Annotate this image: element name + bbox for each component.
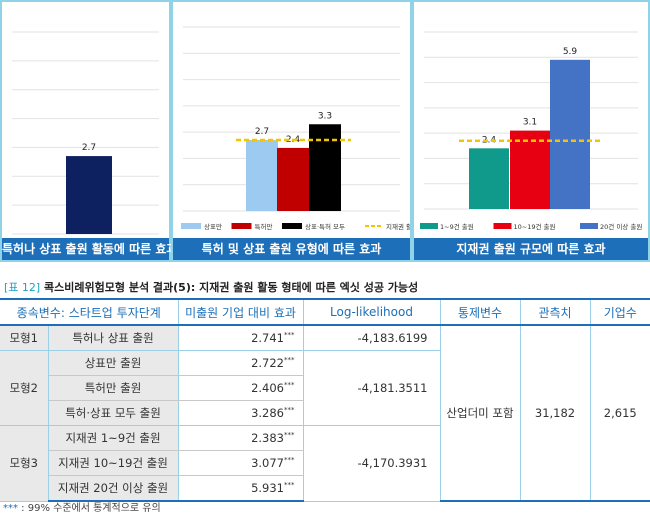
bar (469, 148, 509, 209)
table-row: 특허·상표 모두 출원 3.286*** (0, 400, 650, 426)
row-label: 특허·상표 모두 출원 (48, 400, 179, 426)
legend-label: 20건 이상 출원 (600, 222, 642, 231)
sig: *** (284, 331, 295, 340)
bar (246, 140, 278, 211)
value: 5.931 (251, 481, 284, 495)
chart-panel-2: 특허 및 상표 출원 유형에 따른 효과2.72.43.3상표만특허만상표·특허… (171, 0, 412, 262)
bar (309, 124, 341, 211)
row-label: 지재권 10~19건 출원 (48, 450, 179, 476)
table-row: 모형2 상표만 출원 2.722*** -4,181.3511 (0, 350, 650, 426)
ll-value: -4,183.6199 (303, 325, 441, 351)
table-row: 모형3 지재권 1~9건 출원 2.383*** -4,170.3931 (0, 425, 650, 502)
row-label: 특허나 상표 출원 (48, 325, 179, 351)
chart-svg: 2.7 (12, 31, 159, 235)
effect-value: 2.406*** (178, 375, 304, 401)
legend-swatch (231, 223, 252, 229)
chart-panel-1: 특허나 상표 출원 활동에 따른 효과 2.7 (0, 0, 177, 262)
effect-value: 2.383*** (178, 425, 304, 451)
footnote: *** : 99% 수준에서 통계적으로 유의 (3, 499, 161, 514)
header-effect: 미출원 기업 대비 효과 (178, 298, 304, 326)
control-value: 산업더미 포함 (440, 325, 521, 502)
legend-label: 지재권 활동 (386, 222, 410, 231)
value: 3.077 (251, 456, 284, 470)
sig: *** (284, 356, 295, 365)
bar (510, 130, 550, 209)
table-row: 모형1 특허나 상표 출원 2.741*** -4,183.6199 산업더미 포함 31… (0, 325, 650, 502)
header-ll: Log-likelihood (303, 298, 441, 326)
table-row: 특허만 출원 2.406*** (0, 375, 650, 401)
data-label: 2.7 (82, 143, 96, 153)
data-label: 2.7 (255, 127, 269, 137)
effect-value: 2.741*** (178, 325, 304, 351)
model-name: 모형3 (0, 425, 49, 502)
bar (66, 156, 112, 234)
row-label: 특허만 출원 (48, 375, 179, 401)
footnote-stars: *** (3, 503, 18, 514)
chart-caption: 특허 및 상표 출원 유형에 따른 효과 (173, 238, 410, 260)
effect-value: 2.722*** (178, 350, 304, 376)
legend-swatch (493, 223, 512, 229)
model-name: 모형1 (0, 325, 49, 351)
effect-value: 3.286*** (178, 400, 304, 426)
header-obs: 관측치 (520, 298, 591, 326)
footnote-text: : 99% 수준에서 통계적으로 유의 (18, 503, 161, 514)
obs-value: 31,182 (520, 325, 591, 502)
bar (277, 147, 309, 211)
row-label: 지재권 20건 이상 출원 (48, 475, 179, 502)
data-label: 3.1 (523, 118, 537, 128)
legend-swatch (420, 223, 438, 229)
legend-swatch (181, 223, 201, 229)
value: 3.286 (251, 406, 284, 420)
model-name: 모형2 (0, 350, 49, 426)
legend-label: 상표만 (204, 222, 222, 231)
data-label: 2.4 (482, 135, 497, 145)
legend-swatch (580, 223, 598, 229)
header-firms: 기업수 (590, 298, 650, 326)
table-title-text: 콕스비례위험모형 분석 결과(5): 지재권 출원 활동 형태에 따른 엑싯 성… (44, 281, 419, 294)
chart-caption: 특허나 상표 출원 활동에 따른 효과 (2, 238, 177, 260)
data-label: 3.3 (318, 111, 332, 121)
results-table: 종속변수: 스타트업 투자단계 미출원 기업 대비 효과 Log-likelih… (0, 298, 650, 502)
sig: *** (284, 456, 295, 465)
sig: *** (284, 381, 295, 390)
sig: *** (284, 481, 295, 490)
firms-value: 2,615 (590, 325, 650, 502)
table-row: 지재권 20건 이상 출원 5.931*** (0, 475, 650, 502)
ll-value: -4,181.3511 (303, 350, 441, 426)
legend-label: 1~9건 출원 (440, 222, 474, 231)
sig: *** (284, 406, 295, 415)
effect-value: 5.931*** (178, 475, 304, 502)
legend-swatch (282, 223, 302, 229)
chart-caption: 지재권 출원 규모에 따른 효과 (414, 238, 648, 260)
value: 2.722 (251, 356, 284, 370)
effect-value: 3.077*** (178, 450, 304, 476)
value: 2.406 (251, 381, 284, 395)
bar (550, 59, 590, 209)
header-control: 통제변수 (440, 298, 521, 326)
table-title: [표 12] 콕스비례위험모형 분석 결과(5): 지재권 출원 활동 형태에 … (4, 279, 418, 295)
value: 2.383 (251, 431, 284, 445)
table-row: 지재권 10~19건 출원 3.077*** (0, 450, 650, 476)
sig: *** (284, 431, 295, 440)
table-tag: [표 12] (4, 281, 41, 294)
header-dependent: 종속변수: 스타트업 투자단계 (0, 298, 179, 326)
data-label: 5.9 (563, 47, 578, 57)
value: 2.741 (251, 331, 284, 345)
legend-label: 상표·특허 모두 (305, 222, 345, 231)
chart-panel-3: 지재권 출원 규모에 따른 효과 2.4 3.1 5.9 1~9건 출원 10~19건 출… (412, 0, 650, 262)
legend-label: 10~19건 출원 (514, 222, 556, 231)
legend-label: 특허만 (255, 222, 273, 231)
row-label: 상표만 출원 (48, 350, 179, 376)
row-label: 지재권 1~9건 출원 (48, 425, 179, 451)
ll-value: -4,170.3931 (303, 425, 441, 502)
